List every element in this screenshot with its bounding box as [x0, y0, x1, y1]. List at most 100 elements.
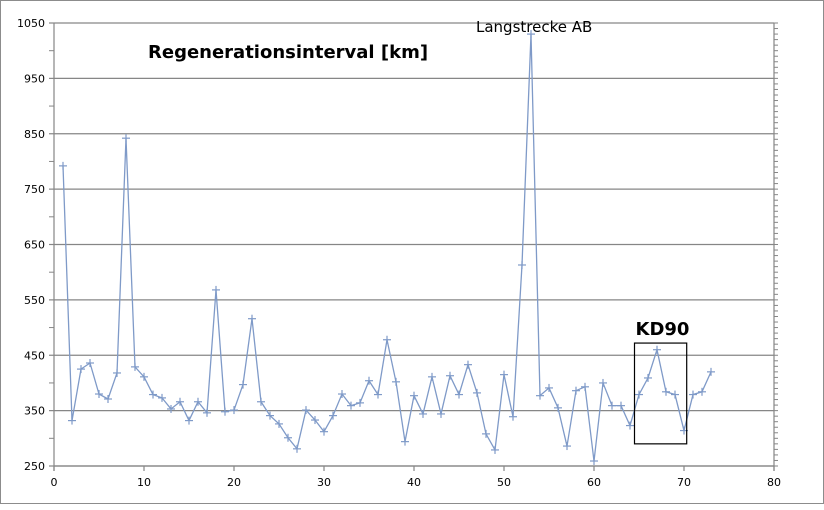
y-tick-label: 650 [24, 239, 45, 252]
plus-marker-icon [545, 383, 553, 392]
plus-marker-icon [581, 382, 589, 391]
plus-marker-icon [383, 335, 391, 344]
plus-marker-icon [437, 409, 445, 418]
kd90-highlight-box [633, 342, 688, 445]
y-tick-label: 1050 [17, 17, 45, 30]
plus-marker-icon [500, 370, 508, 379]
plus-marker-icon [149, 390, 157, 399]
peak-annotation-label: Langstrecke AB [476, 18, 592, 36]
y-tick-label: 450 [24, 349, 45, 362]
plus-marker-icon [194, 397, 202, 406]
y-tick-label: 850 [24, 128, 45, 141]
y-tick-label: 550 [24, 294, 45, 307]
plus-marker-icon [608, 401, 616, 410]
plus-marker-icon [482, 429, 490, 438]
plus-marker-icon [257, 397, 265, 406]
plus-marker-icon [347, 401, 355, 410]
plus-marker-icon [68, 416, 76, 425]
plus-marker-icon [320, 427, 328, 436]
x-tick-label: 20 [227, 476, 241, 489]
plus-marker-icon [293, 444, 301, 453]
plus-marker-icon [563, 442, 571, 451]
plus-marker-icon [77, 365, 85, 374]
plus-marker-icon [428, 372, 436, 381]
plus-marker-icon [401, 437, 409, 446]
x-tick-label: 70 [677, 476, 691, 489]
plus-marker-icon [365, 376, 373, 385]
plus-marker-icon [554, 403, 562, 412]
y-tick-label: 350 [24, 405, 45, 418]
plus-marker-icon [104, 394, 112, 403]
plus-marker-icon [455, 390, 463, 399]
plus-marker-icon [464, 360, 472, 369]
plus-marker-icon [185, 416, 193, 425]
plus-marker-icon [536, 391, 544, 400]
plus-marker-icon [356, 398, 364, 407]
y-axis: 250 350 450 550 650 750 850 950 1050 [17, 17, 55, 473]
plus-marker-icon [491, 445, 499, 454]
plus-marker-icon [671, 390, 679, 399]
y-tick-label: 250 [24, 460, 45, 473]
secondary-y-axis [773, 22, 778, 471]
plus-marker-icon [635, 390, 643, 399]
plus-marker-icon [653, 345, 661, 354]
x-tick-label: 50 [497, 476, 511, 489]
plus-marker-icon [509, 412, 517, 421]
y-tick-label: 750 [24, 183, 45, 196]
plus-marker-icon [176, 397, 184, 406]
plus-marker-icon [275, 419, 283, 428]
plus-marker-icon [374, 390, 382, 399]
plus-marker-icon [284, 433, 292, 442]
plus-marker-icon [239, 380, 247, 389]
x-tick-label: 30 [317, 476, 331, 489]
plus-marker-icon [203, 408, 211, 417]
gridlines [54, 22, 774, 467]
data-series [59, 30, 715, 466]
plus-marker-icon [662, 387, 670, 396]
plus-marker-icon [248, 314, 256, 323]
plus-marker-icon [527, 30, 535, 39]
y-tick-label: 950 [24, 72, 45, 85]
plus-marker-icon [329, 411, 337, 420]
x-tick-label: 10 [137, 476, 151, 489]
plus-marker-icon [419, 409, 427, 418]
plus-marker-icon [302, 406, 310, 415]
series-line [62, 34, 712, 462]
plus-marker-icon [644, 373, 652, 382]
plus-marker-icon [167, 404, 175, 413]
plus-marker-icon [698, 387, 706, 396]
plus-marker-icon [311, 416, 319, 425]
plus-marker-icon [59, 161, 67, 170]
chart-title: Regenerationsinterval [km] [148, 42, 428, 63]
plus-marker-icon [113, 368, 121, 377]
x-tick-label: 60 [587, 476, 601, 489]
plus-marker-icon [626, 421, 634, 430]
plus-marker-icon [95, 390, 103, 399]
plus-marker-icon [518, 260, 526, 269]
x-tick-label: 0 [51, 476, 58, 489]
plus-marker-icon [392, 377, 400, 386]
plus-marker-icon [131, 362, 139, 371]
plus-marker-icon [446, 371, 454, 380]
plus-marker-icon [338, 390, 346, 399]
plus-marker-icon [473, 388, 481, 397]
plus-marker-icon [410, 391, 418, 400]
plus-marker-icon [122, 134, 130, 143]
plus-marker-icon [572, 386, 580, 395]
plus-marker-icon [158, 393, 166, 402]
plus-marker-icon [140, 372, 148, 381]
plus-marker-icon [599, 378, 607, 387]
plus-marker-icon [230, 406, 238, 415]
plus-marker-icon [266, 411, 274, 420]
plus-marker-icon [707, 367, 715, 376]
x-tick-label: 40 [407, 476, 421, 489]
kd90-label: KD90 [636, 319, 690, 340]
plus-marker-icon [212, 285, 220, 294]
x-tick-label: 80 [767, 476, 781, 489]
x-axis: 0 10 20 30 40 50 60 70 80 [51, 465, 781, 489]
plus-marker-icon [590, 457, 598, 466]
plus-marker-icon [221, 407, 229, 416]
plus-marker-icon [617, 401, 625, 410]
